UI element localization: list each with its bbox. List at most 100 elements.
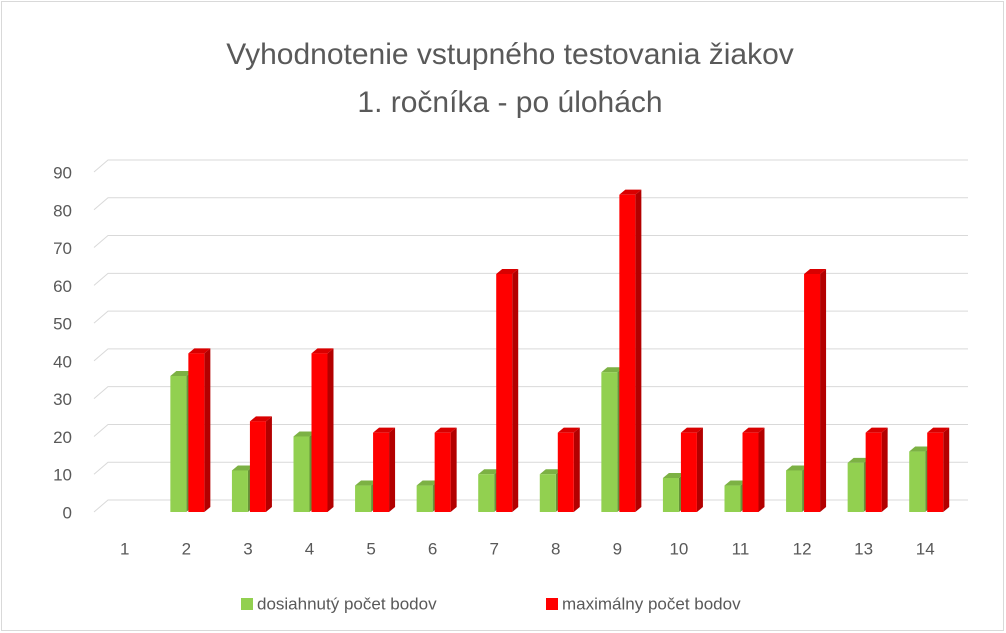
x-tick-label: 5 (366, 539, 375, 558)
bar-face (311, 353, 328, 512)
grid-line (93, 348, 968, 362)
bar-face (557, 427, 580, 433)
bar-face (496, 274, 513, 512)
bar-face (909, 451, 926, 512)
grid-line (93, 159, 968, 173)
bar (927, 427, 950, 512)
grid-line (93, 310, 968, 324)
x-tick-label: 4 (305, 539, 314, 558)
bar (619, 189, 642, 512)
bar-face (188, 353, 205, 512)
grid-line (93, 386, 968, 400)
x-tick-label: 2 (182, 539, 191, 558)
bar-face (478, 469, 501, 475)
bar-face (416, 485, 433, 512)
bar-face (804, 274, 821, 512)
bar-face (188, 348, 211, 354)
bar-face (231, 470, 248, 512)
y-tick-label: 0 (63, 503, 72, 522)
bar-face (311, 348, 334, 354)
bar-face (680, 432, 697, 512)
bar-face (249, 416, 272, 422)
bar (311, 348, 334, 512)
bar-face (601, 367, 624, 373)
bar-face (786, 465, 809, 471)
bar-face (231, 465, 254, 471)
legend-label: dosiahnutý počet bodov (257, 594, 437, 613)
y-tick-label: 60 (53, 277, 72, 296)
bar-face (204, 348, 211, 512)
bar (188, 348, 211, 512)
bar-face (619, 189, 642, 195)
x-tick-label: 10 (669, 539, 688, 558)
bar-face (619, 194, 636, 512)
bar-face (373, 427, 396, 433)
y-tick-label: 40 (53, 352, 72, 371)
bar-face (249, 421, 266, 512)
bar-face (355, 485, 372, 512)
bar-face (265, 416, 272, 512)
y-tick-label: 10 (53, 466, 72, 485)
bar-face (680, 427, 703, 433)
bar-face (786, 470, 803, 512)
legend-swatch (546, 598, 558, 610)
bar (804, 269, 827, 512)
x-tick-label: 14 (916, 539, 935, 558)
bar-face (865, 432, 882, 512)
bar-face (434, 427, 457, 433)
x-tick-label: 8 (551, 539, 560, 558)
x-tick-label: 6 (428, 539, 437, 558)
chart-title: 1. ročníka - po úlohách (357, 86, 662, 119)
bar (496, 269, 519, 512)
y-tick-label: 50 (53, 315, 72, 334)
x-tick-label: 1 (120, 539, 129, 558)
y-tick-label: 80 (53, 201, 72, 220)
bar-face (601, 372, 618, 512)
bar-face (927, 427, 950, 433)
bar-face (539, 469, 562, 475)
bar-face (478, 474, 495, 512)
bar-face (635, 189, 642, 512)
bar-face (724, 485, 741, 512)
bar (680, 427, 703, 512)
bar-face (512, 269, 519, 512)
x-tick-label: 7 (489, 539, 498, 558)
y-tick-label: 20 (53, 428, 72, 447)
grid-line (93, 197, 968, 211)
bar (373, 427, 396, 512)
bar-face (389, 427, 396, 512)
bar-face (909, 446, 932, 452)
y-tick-label: 90 (53, 163, 72, 182)
bar-face (804, 269, 827, 274)
bar-face (742, 427, 765, 433)
bar-face (865, 427, 888, 433)
bar-face (170, 371, 193, 376)
bar-face (724, 480, 747, 486)
grid-line (93, 272, 968, 286)
y-tick-label: 70 (53, 239, 72, 258)
bar (865, 427, 888, 512)
x-tick-label: 3 (243, 539, 252, 558)
bar-face (539, 474, 556, 512)
bar-face (293, 431, 316, 437)
bar-face (696, 427, 703, 512)
bar (557, 427, 580, 512)
bar (434, 427, 457, 512)
bar-face (557, 432, 574, 512)
bar-face (293, 436, 310, 512)
grid-line (93, 423, 968, 437)
bar-face (373, 432, 390, 512)
legend-swatch (241, 598, 253, 610)
y-tick-label: 30 (53, 390, 72, 409)
bar (355, 480, 378, 512)
bar-face (820, 269, 827, 512)
x-tick-label: 9 (613, 539, 622, 558)
legend-label: maximálny počet bodov (562, 594, 741, 613)
x-tick-label: 13 (854, 539, 873, 558)
bar-face (742, 432, 759, 512)
bar-face (662, 478, 679, 512)
bar-face (881, 427, 888, 512)
bar-face (355, 480, 378, 486)
chart-title: Vyhodnotenie vstupného testovania žiakov (226, 38, 794, 71)
